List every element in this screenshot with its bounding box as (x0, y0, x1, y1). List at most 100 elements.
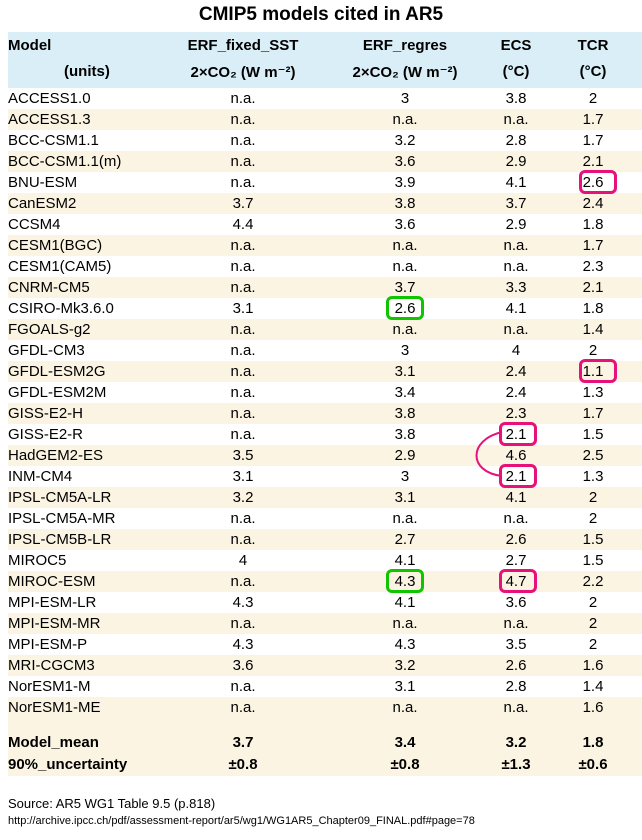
cell-ecs: 2.6 (505, 657, 527, 674)
cell-model-name: IPSL-CM5B-LR (8, 531, 112, 548)
cell-ecs: 2.9 (505, 216, 527, 233)
cell-erf-regres: 4.3 (394, 636, 416, 653)
cell-erf-regres: n.a. (392, 258, 418, 275)
cell-erf-regres: 3.8 (394, 426, 416, 443)
table-row: BCC-CSM1.1 n.a. 3.2 2.8 1.7 (8, 130, 642, 151)
highlight-box (579, 170, 617, 194)
cell-erf-fixed-sst: n.a. (230, 405, 256, 422)
cell-tcr: 1.3 (582, 468, 604, 485)
cell-model-name: FGOALS-g2 (8, 321, 91, 338)
cell-tcr: 1.7 (582, 132, 604, 149)
table-row: MIROC5 4 4.1 2.7 1.5 (8, 550, 642, 571)
cell-erf-fixed-sst: 3.1 (232, 300, 254, 317)
cell-ecs: 3.3 (505, 279, 527, 296)
cell-ecs: 2.4 (505, 384, 527, 401)
header-erf-regres: ERF_regres (362, 37, 448, 54)
table-gap (8, 718, 642, 732)
cell-erf-regres: 3.1 (394, 363, 416, 380)
cell-erf-fixed-sst: 4.3 (232, 636, 254, 653)
table-row: GFDL-ESM2G n.a. 3.1 2.4 1.1 (8, 361, 642, 382)
table-row: CanESM2 3.7 3.8 3.7 2.4 (8, 193, 642, 214)
cell-erf-fixed-sst: n.a. (230, 510, 256, 527)
cell-erf-fixed-sst: 3.5 (232, 447, 254, 464)
cell-model-name: MIROC-ESM (8, 573, 96, 590)
source-text: Source: AR5 WG1 Table 9.5 (p.818) (8, 796, 216, 811)
cell-tcr: 1.6 (582, 699, 604, 716)
highlight-box (386, 296, 424, 320)
summary-cell: ±0.6 (578, 756, 608, 773)
cell-model-name: MPI-ESM-MR (8, 615, 101, 632)
cell-ecs: 3.8 (505, 90, 527, 107)
cell-erf-regres: 4.1 (394, 552, 416, 569)
cell-ecs: n.a. (503, 615, 529, 632)
cell-ecs: n.a. (503, 510, 529, 527)
cell-model-name: HadGEM2-ES (8, 447, 104, 464)
cell-model-name: BCC-CSM1.1 (8, 132, 99, 149)
cell-tcr: 1.4 (582, 678, 604, 695)
cell-ecs: 4.7 (505, 573, 527, 590)
cell-ecs: 3.5 (505, 636, 527, 653)
header-tcr-units: (°C) (579, 63, 607, 80)
table-row: GFDL-ESM2M n.a. 3.4 2.4 1.3 (8, 382, 642, 403)
cell-erf-fixed-sst: n.a. (230, 132, 256, 149)
cell-tcr: 2.2 (582, 573, 604, 590)
cell-erf-regres: n.a. (392, 699, 418, 716)
cell-tcr: 1.7 (582, 111, 604, 128)
table-row: NorESM1-M n.a. 3.1 2.8 1.4 (8, 676, 642, 697)
cell-ecs: 2.4 (505, 363, 527, 380)
cell-erf-regres: 3.9 (394, 174, 416, 191)
cell-erf-fixed-sst: 3.2 (232, 489, 254, 506)
cell-tcr: 2 (588, 510, 598, 527)
cell-ecs: 2.6 (505, 531, 527, 548)
cell-erf-regres: 3 (400, 468, 410, 485)
cell-erf-fixed-sst: n.a. (230, 342, 256, 359)
cell-erf-fixed-sst: n.a. (230, 384, 256, 401)
table-row: HadGEM2-ES 3.5 2.9 4.6 2.5 (8, 445, 642, 466)
cell-tcr: 1.1 (582, 363, 604, 380)
cell-tcr: 2 (588, 615, 598, 632)
cell-erf-fixed-sst: n.a. (230, 615, 256, 632)
cell-erf-regres: 3.7 (394, 279, 416, 296)
cell-erf-fixed-sst: 3.6 (232, 657, 254, 674)
cell-erf-regres: 3.1 (394, 489, 416, 506)
table-row: CCSM4 4.4 3.6 2.9 1.8 (8, 214, 642, 235)
cell-ecs: n.a. (503, 237, 529, 254)
cell-erf-fixed-sst: 3.7 (232, 195, 254, 212)
table-title: CMIP5 models cited in AR5 (198, 4, 444, 25)
cell-ecs: 4.6 (505, 447, 527, 464)
table-row: GFDL-CM3 n.a. 3 4 2 (8, 340, 642, 361)
cell-erf-regres: n.a. (392, 111, 418, 128)
summary-cell: ±0.8 (228, 756, 258, 773)
cell-ecs: 3.7 (505, 195, 527, 212)
summary-cell: ±0.8 (390, 756, 420, 773)
cell-ecs: 2.1 (505, 426, 527, 443)
cell-ecs: 2.9 (505, 153, 527, 170)
table-row: INM-CM4 3.1 3 2.1 1.3 (8, 466, 642, 487)
cell-tcr: 1.5 (582, 552, 604, 569)
cell-model-name: MPI-ESM-P (8, 636, 88, 653)
table-row: MPI-ESM-MR n.a. n.a. n.a. 2 (8, 613, 642, 634)
cell-ecs: 2.3 (505, 405, 527, 422)
cell-erf-fixed-sst: n.a. (230, 573, 256, 590)
cell-erf-regres: 3 (400, 342, 410, 359)
cell-tcr: 1.8 (582, 300, 604, 317)
summary-cell: ±1.3 (501, 756, 531, 773)
cell-tcr: 2 (588, 636, 598, 653)
cell-model-name: CESM1(CAM5) (8, 258, 112, 275)
table-row: IPSL-CM5A-MR n.a. n.a. n.a. 2 (8, 508, 642, 529)
table-row: MRI-CGCM3 3.6 3.2 2.6 1.6 (8, 655, 642, 676)
cell-tcr: 2 (588, 489, 598, 506)
cell-model-name: GISS-E2-H (8, 405, 84, 422)
cell-erf-fixed-sst: 3.1 (232, 468, 254, 485)
cell-tcr: 2.5 (582, 447, 604, 464)
highlight-box (499, 422, 537, 446)
cell-model-name: CCSM4 (8, 216, 61, 233)
cell-ecs: 4.1 (505, 489, 527, 506)
header-erf-fixed-sst-units: 2×CO₂ (W m⁻²) (190, 64, 296, 81)
header-model: Model (8, 37, 52, 54)
header-row-names: Model ERF_fixed_SST ERF_regres ECS TCR (8, 34, 642, 60)
cell-ecs: 4.1 (505, 300, 527, 317)
cell-model-name: IPSL-CM5A-LR (8, 489, 112, 506)
table-row: BCC-CSM1.1(m) n.a. 3.6 2.9 2.1 (8, 151, 642, 172)
cell-erf-regres: 4.1 (394, 594, 416, 611)
